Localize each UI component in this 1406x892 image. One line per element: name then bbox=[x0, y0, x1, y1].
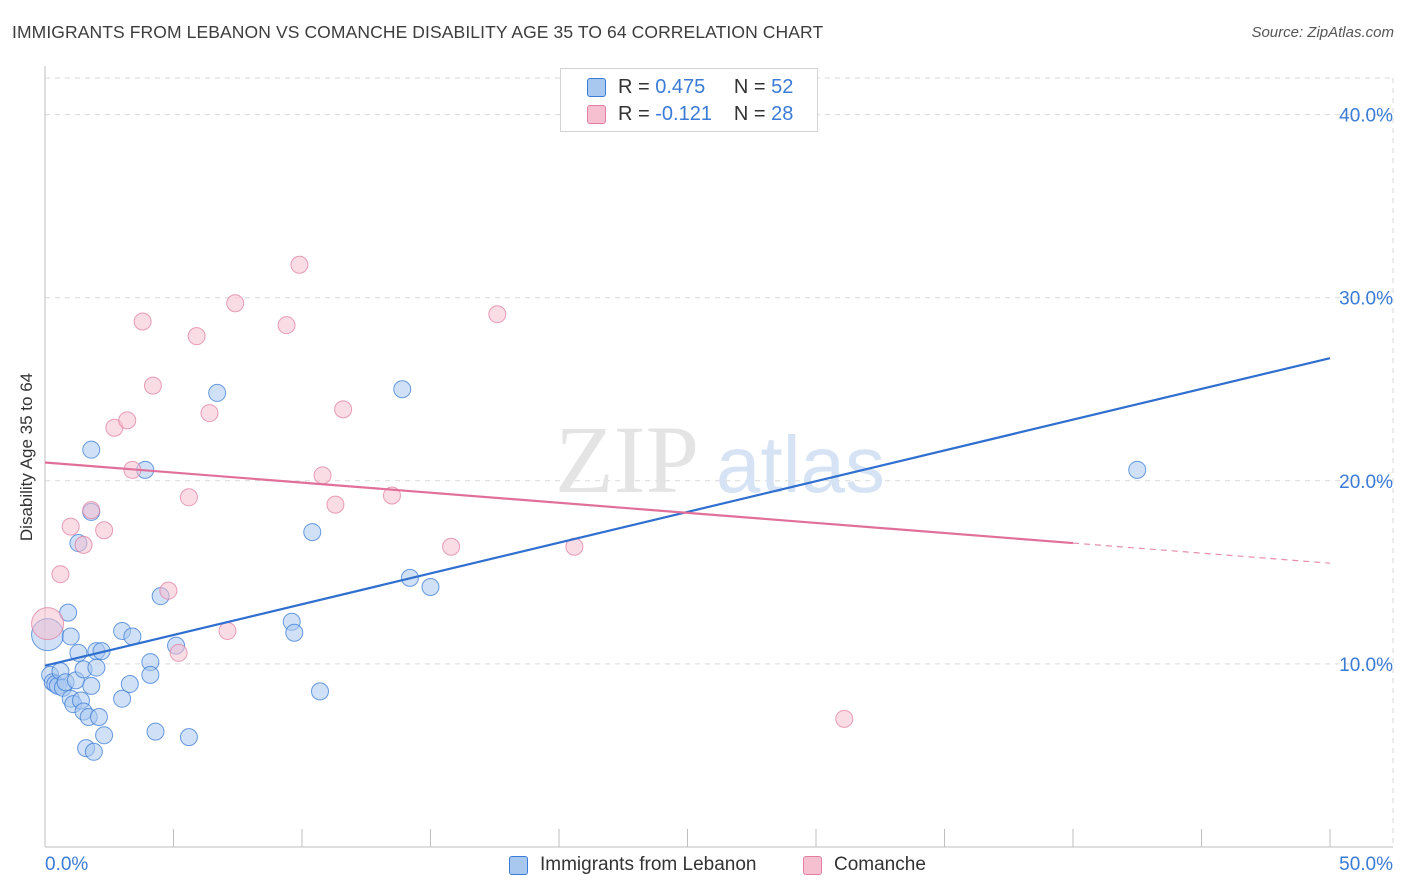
legend-r-value: 0.475 bbox=[655, 75, 706, 98]
data-point-comanche bbox=[118, 411, 137, 430]
trend-line-comanche bbox=[44, 461, 1074, 545]
data-point-comanche bbox=[143, 376, 162, 395]
legend-item-lebanon[interactable]: Immigrants from Lebanon bbox=[509, 851, 757, 879]
data-point-comanche bbox=[442, 537, 461, 556]
data-point-comanche bbox=[277, 316, 296, 335]
legend-swatch-pink bbox=[803, 855, 822, 875]
data-point-comanche bbox=[313, 466, 332, 485]
data-point-comanche bbox=[488, 305, 507, 324]
data-point-lebanon bbox=[303, 523, 322, 542]
data-point-lebanon bbox=[146, 722, 165, 741]
data-point-lebanon bbox=[61, 627, 80, 646]
data-point-lebanon bbox=[393, 380, 412, 399]
data-point-lebanon bbox=[84, 742, 103, 761]
tick-labels: 10.0% 20.0% 30.0% 40.0% 0.0% 50.0% bbox=[45, 106, 1393, 875]
legend-row-lebanon: R = 0.475 N = 52 bbox=[587, 75, 793, 99]
watermark-zip: ZIP bbox=[555, 406, 699, 513]
legend-n-label: N = bbox=[733, 102, 766, 125]
legend-n-label: N = bbox=[733, 75, 766, 98]
chart-title: IMMIGRANTS FROM LEBANON VS COMANCHE DISA… bbox=[12, 22, 824, 42]
legend-label-comanche: Comanche bbox=[834, 854, 926, 875]
data-point-comanche bbox=[382, 486, 401, 505]
data-point-comanche bbox=[326, 495, 345, 514]
trend-line-comanche-extension bbox=[1072, 542, 1331, 564]
legend-row-comanche: R = -0.121 N = 28 bbox=[587, 102, 793, 126]
legend-swatch-blue bbox=[587, 77, 606, 97]
data-point-lebanon bbox=[82, 440, 101, 459]
correlation-legend: R = 0.475 N = 52 R = -0.121 N = 28 bbox=[560, 68, 818, 132]
data-point-lebanon bbox=[87, 658, 106, 677]
data-point-comanche bbox=[218, 621, 237, 640]
data-point-comanche bbox=[200, 404, 219, 423]
x-tick-label: 0.0% bbox=[45, 854, 88, 875]
data-point-lebanon bbox=[141, 665, 160, 684]
data-points bbox=[31, 255, 1147, 761]
data-point-comanche bbox=[95, 521, 114, 540]
data-point-comanche bbox=[74, 535, 93, 554]
source-label: Source: ZipAtlas.com bbox=[1251, 24, 1394, 41]
data-point-lebanon bbox=[1128, 460, 1147, 479]
legend-swatch-blue bbox=[509, 855, 528, 875]
y-tick-label: 30.0% bbox=[1339, 289, 1393, 310]
data-point-comanche bbox=[179, 488, 198, 507]
watermark: ZIP atlas bbox=[555, 406, 885, 513]
legend-r-value: -0.121 bbox=[655, 102, 712, 125]
data-point-lebanon bbox=[421, 578, 440, 597]
data-point-lebanon bbox=[179, 728, 198, 747]
data-point-comanche bbox=[187, 327, 206, 346]
data-point-comanche bbox=[133, 312, 152, 331]
data-point-comanche bbox=[226, 294, 245, 313]
data-point-comanche bbox=[31, 607, 65, 641]
legend-n-value: 28 bbox=[771, 102, 794, 125]
y-axis-label: Disability Age 35 to 64 bbox=[17, 372, 36, 542]
data-point-comanche bbox=[835, 709, 854, 728]
watermark-atlas: atlas bbox=[716, 420, 885, 509]
legend-label-lebanon: Immigrants from Lebanon bbox=[540, 854, 757, 875]
axes bbox=[44, 66, 1393, 848]
y-tick-label: 20.0% bbox=[1339, 472, 1393, 493]
data-point-lebanon bbox=[120, 675, 139, 694]
data-point-comanche bbox=[159, 581, 178, 600]
data-point-comanche bbox=[51, 565, 70, 584]
data-point-lebanon bbox=[285, 623, 304, 642]
x-tick-label: 50.0% bbox=[1339, 854, 1393, 875]
y-tick-label: 40.0% bbox=[1339, 106, 1393, 127]
data-point-comanche bbox=[290, 255, 309, 274]
data-point-lebanon bbox=[95, 726, 114, 745]
legend-swatch-pink bbox=[587, 104, 606, 124]
legend-r-label: R = bbox=[618, 102, 650, 125]
data-point-lebanon bbox=[208, 383, 227, 402]
legend-r-label: R = bbox=[618, 75, 650, 98]
legend-item-comanche[interactable]: Comanche bbox=[803, 851, 926, 879]
data-point-lebanon bbox=[89, 708, 108, 727]
data-point-comanche bbox=[334, 400, 353, 419]
data-point-lebanon bbox=[310, 682, 329, 701]
y-tick-label: 10.0% bbox=[1339, 655, 1393, 676]
data-point-comanche bbox=[82, 501, 101, 520]
data-point-comanche bbox=[61, 517, 80, 536]
legend-n-value: 52 bbox=[771, 75, 794, 98]
data-point-comanche bbox=[169, 643, 188, 662]
trend-lines bbox=[44, 357, 1331, 667]
series-legend: Immigrants from Lebanon Comanche bbox=[0, 851, 1406, 879]
data-point-lebanon bbox=[82, 676, 101, 695]
data-point-lebanon bbox=[113, 689, 132, 708]
